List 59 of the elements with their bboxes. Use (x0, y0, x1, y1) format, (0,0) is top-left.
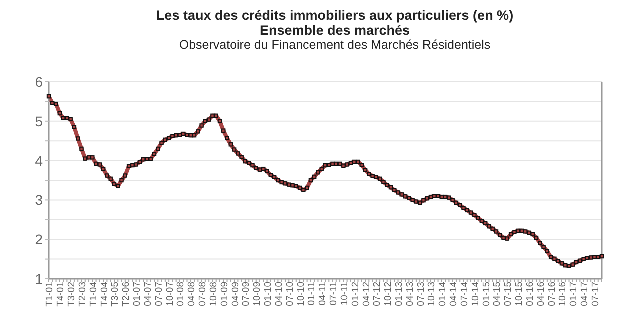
x-tick-label: 10-10 (296, 282, 307, 306)
x-tick-label: 01-16 (524, 282, 536, 306)
x-tick-label: 01-17 (568, 282, 580, 306)
x-tick-label: 07-16 (546, 282, 558, 306)
x-tick-label: 04-11 (318, 282, 329, 306)
y-tick-label: 3 (35, 192, 44, 208)
x-tick-label: 07-17 (590, 282, 602, 306)
x-tick-label: 01-09 (219, 282, 230, 306)
x-tick-label: 01-15 (481, 282, 492, 306)
x-tick-label: 04-12 (361, 282, 372, 306)
x-tick-label: T1-01 (44, 282, 56, 307)
x-tick-label: 07-14 (459, 282, 470, 306)
text: Observatoire du Financement des Marchés Résidentiels (178, 38, 492, 53)
x-tick-label: T4-04 (99, 282, 110, 307)
x-tick-label: 01-08 (176, 282, 187, 306)
x-tick-label: 10-09 (252, 282, 264, 306)
x-tick-label: 04-13 (404, 282, 416, 306)
x-tick-label: T4-01 (56, 282, 67, 307)
x-tick-label: 10-12 (383, 282, 394, 306)
x-tick-label: T2-06 (121, 282, 132, 307)
x-tick-label: 04-16 (536, 282, 547, 306)
x-tick-label: 07-11 (328, 282, 340, 306)
x-tick-label: 04-15 (492, 282, 504, 306)
x-tick-label: 04-14 (448, 282, 460, 306)
x-tick-label: 10-14 (470, 282, 482, 306)
x-tick-label: 07-15 (503, 282, 514, 306)
x-tick-label: 10-08 (208, 282, 220, 306)
y-tick-label: 1 (35, 270, 44, 287)
x-tick-label: 01-10 (263, 282, 274, 306)
x-tick-label: 07-08 (198, 282, 209, 306)
x-tick-label: 10-11 (339, 282, 350, 306)
x-tick-label: T3-05 (110, 282, 122, 307)
x-tick-label: 04-09 (230, 282, 242, 306)
x-tick-label: 07-09 (241, 282, 252, 306)
chart-title: Les taux des crédits immobiliers aux particuliers (en %) Ensemble des marchés (155, 8, 515, 38)
x-tick-label: 04-17 (580, 282, 591, 306)
x-tick-label: 10-07 (164, 282, 176, 306)
x-tick-label: 01-11 (306, 282, 318, 306)
y-tick-label: 6 (35, 74, 44, 90)
y-tick-label: 4 (35, 152, 44, 169)
x-tick-label: 10-16 (558, 282, 569, 306)
x-tick-label: 04-08 (186, 282, 198, 306)
x-tick-label: 01-12 (350, 282, 362, 306)
x-tick-label: 07-12 (372, 282, 384, 306)
x-tick-label: 04-10 (274, 282, 285, 306)
y-tick-label: 2 (35, 232, 44, 248)
x-tick-label: 01-13 (394, 282, 406, 306)
x-tick-label: 01-07 (132, 282, 144, 306)
y-tick-label: 5 (35, 113, 44, 130)
x-tick-label: 10-15 (514, 282, 526, 306)
x-tick-label: T1-04 (88, 282, 100, 307)
x-tick-label: 04-07 (142, 282, 154, 306)
x-tick-label: T3-02 (66, 282, 78, 307)
x-tick-label: 07-07 (154, 282, 165, 306)
x-tick-label: 10-13 (426, 282, 438, 306)
x-tick-label: T2-03 (77, 282, 88, 307)
x-tick-label: 07-10 (284, 282, 296, 306)
x-tick-label: 01-14 (438, 282, 449, 306)
x-tick-label: 07-13 (416, 282, 427, 306)
